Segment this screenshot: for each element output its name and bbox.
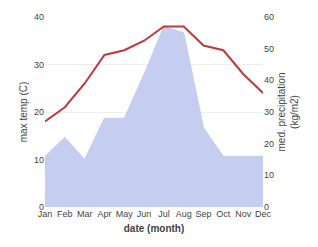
svg-text:Aug: Aug [176, 209, 192, 219]
svg-text:30: 30 [264, 107, 274, 117]
svg-text:20: 20 [34, 107, 44, 117]
svg-text:0: 0 [264, 202, 269, 212]
svg-text:0: 0 [39, 202, 44, 212]
svg-text:10: 10 [34, 155, 44, 165]
svg-text:40: 40 [264, 75, 274, 85]
svg-text:Jun: Jun [137, 209, 152, 219]
svg-text:med. precipitation(kg/m2): med. precipitation(kg/m2) [276, 73, 300, 152]
svg-text:Feb: Feb [57, 209, 73, 219]
svg-text:Jan: Jan [38, 209, 53, 219]
svg-text:40: 40 [34, 12, 44, 22]
svg-text:Mar: Mar [77, 209, 93, 219]
svg-text:date (month): date (month) [124, 223, 185, 234]
svg-text:Jul: Jul [158, 209, 170, 219]
svg-text:Apr: Apr [97, 209, 111, 219]
svg-text:Nov: Nov [235, 209, 252, 219]
svg-text:Sep: Sep [196, 209, 212, 219]
svg-text:60: 60 [264, 12, 274, 22]
svg-text:Oct: Oct [216, 209, 231, 219]
svg-text:10: 10 [264, 170, 274, 180]
svg-text:50: 50 [264, 44, 274, 54]
svg-text:max temp (C): max temp (C) [18, 82, 29, 143]
svg-text:30: 30 [34, 60, 44, 70]
svg-text:Dec: Dec [255, 209, 272, 219]
svg-text:May: May [116, 209, 134, 219]
svg-text:20: 20 [264, 139, 274, 149]
